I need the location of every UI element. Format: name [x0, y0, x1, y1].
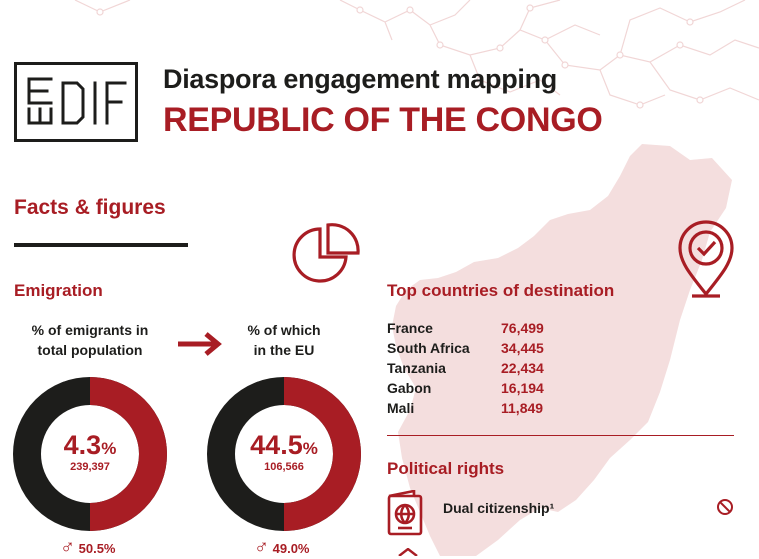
destination-row: Mali 11,849 [387, 400, 587, 420]
facts-heading: Facts & figures [14, 196, 166, 219]
arrow-right-icon [178, 332, 222, 356]
next-item-icon [398, 548, 418, 556]
passport-icon [387, 490, 423, 536]
subtitle: Diaspora engagement mapping [163, 64, 557, 94]
eudif-logo [14, 62, 138, 142]
prohibited-icon [717, 499, 733, 515]
destination-country: South Africa [387, 340, 470, 356]
emigrants-donut-chart [13, 377, 167, 531]
destinations-heading: Top countries of destination [387, 281, 615, 300]
emigrants-total-caption: % of emigrants in total population [14, 320, 166, 360]
emigrants-donut-label: 4.3% 239,397 [30, 430, 150, 473]
facts-underline [14, 243, 188, 247]
page-title: REPUBLIC OF THE CONGO [163, 101, 603, 139]
eu-share-caption: % of which in the EU [208, 320, 360, 360]
destination-value: 11,849 [501, 400, 544, 416]
eu-donut-chart [207, 377, 361, 531]
destination-country: Tanzania [387, 360, 446, 376]
destination-value: 76,499 [501, 320, 544, 336]
dual-citizenship-label: Dual citizenship¹ [443, 500, 555, 516]
caption-line-2: total population [37, 342, 143, 358]
destination-row: South Africa 34,445 [387, 340, 587, 360]
emigrants-count: 239,397 [70, 461, 110, 473]
destination-value: 22,434 [501, 360, 544, 376]
male-icon: ♂ [254, 536, 269, 558]
male-share-total: ♂ 50.5% [60, 536, 116, 558]
percent-value: 4.3% [63, 430, 117, 460]
destination-value: 34,445 [501, 340, 544, 356]
caption-line-1: % of emigrants in [31, 322, 149, 338]
donut-value-arc [89, 377, 167, 531]
section-divider [387, 435, 734, 436]
eu-emigrants-count: 106,566 [264, 461, 304, 473]
location-check-icon [678, 220, 734, 298]
caption-line-1: % of which [247, 322, 321, 338]
congo-map-silhouette [392, 144, 732, 556]
emigration-heading: Emigration [14, 281, 103, 300]
background-network-pattern [74, 0, 759, 109]
destination-country: France [387, 320, 433, 336]
destination-value: 16,194 [501, 380, 544, 396]
eu-donut-label: 44.5% 106,566 [224, 430, 344, 473]
male-share-eu: ♂ 49.0% [254, 536, 310, 558]
donut-value-arc [283, 377, 361, 531]
caption-line-2: in the EU [253, 342, 315, 358]
destination-row: Tanzania 22,434 [387, 360, 587, 380]
destination-row: France 76,499 [387, 320, 587, 340]
map-fill [392, 144, 732, 556]
destination-row: Gabon 16,194 [387, 380, 587, 400]
pie-chart-icon [292, 223, 360, 283]
male-icon: ♂ [60, 536, 75, 558]
destination-country: Gabon [387, 380, 432, 396]
destination-country: Mali [387, 400, 415, 416]
percent-value: 44.5% [250, 430, 318, 460]
political-rights-heading: Political rights [387, 459, 505, 478]
